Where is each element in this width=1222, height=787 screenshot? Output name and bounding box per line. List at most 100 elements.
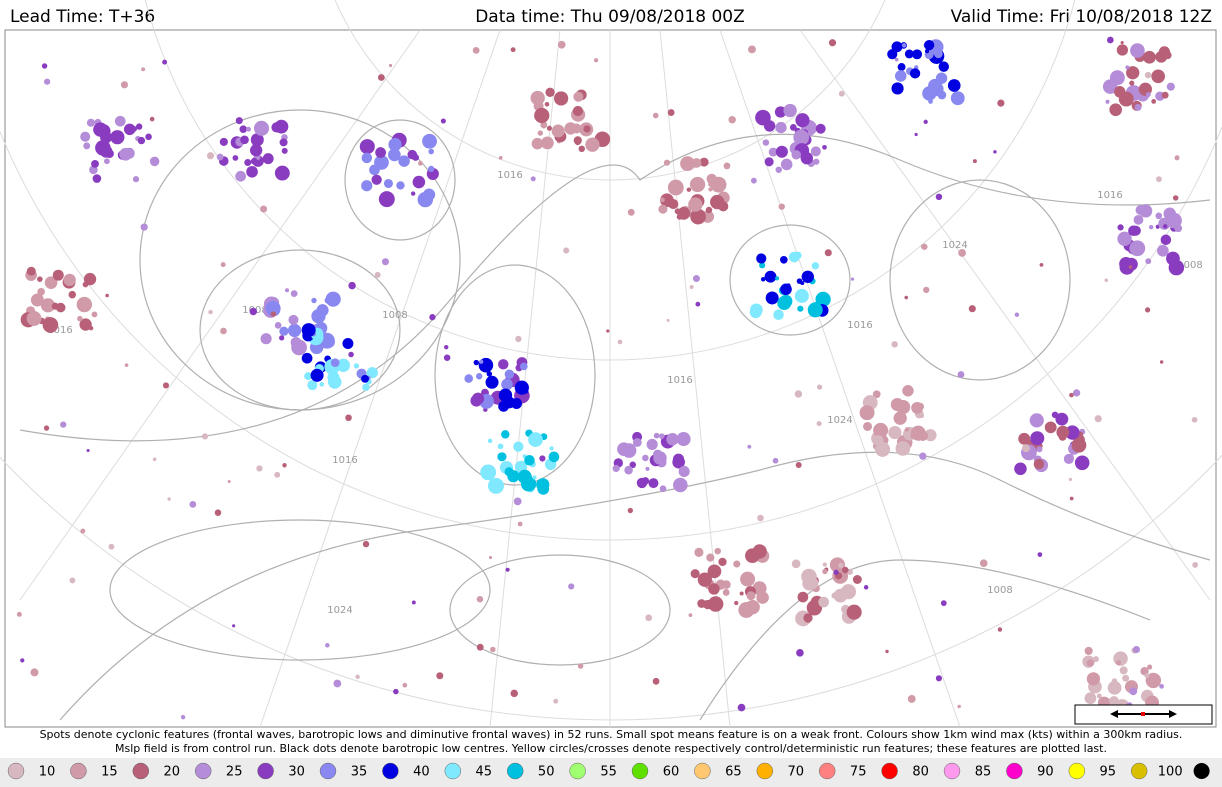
feature-spot xyxy=(676,432,691,447)
feature-spot xyxy=(44,78,51,85)
feature-spot xyxy=(310,368,324,382)
feature-spot xyxy=(60,421,67,428)
legend-label: 70 xyxy=(788,765,805,780)
feature-spot xyxy=(471,392,485,405)
feature-spot xyxy=(816,384,823,390)
feature-spot xyxy=(402,682,408,688)
feature-spot xyxy=(811,262,820,270)
feature-spot xyxy=(348,351,354,358)
feature-spot xyxy=(513,441,524,452)
feature-spot xyxy=(429,314,436,321)
feature-spot xyxy=(369,164,380,176)
feature-spot xyxy=(796,649,804,657)
feature-spot xyxy=(279,138,288,147)
isobar-label: 1016 xyxy=(332,455,357,466)
feature-spot xyxy=(896,399,911,415)
feature-spot xyxy=(627,208,635,216)
feature-spot xyxy=(501,430,510,439)
feature-spot xyxy=(745,548,760,564)
feature-spot xyxy=(487,438,493,444)
feature-spot xyxy=(388,63,393,68)
feature-spot xyxy=(1161,91,1169,99)
feature-spot xyxy=(366,367,378,379)
feature-spot xyxy=(52,269,64,281)
feature-spot xyxy=(145,133,152,141)
feature-spot xyxy=(551,124,565,138)
feature-spot xyxy=(690,569,700,579)
feature-spot xyxy=(612,464,620,473)
feature-spot xyxy=(795,113,810,128)
isobar-labels: 1016 1008 1008 1016 1024 1016 1024 1016 1008 1016… xyxy=(47,170,1202,616)
feature-spot xyxy=(476,643,484,651)
legend-label: 75 xyxy=(850,765,867,780)
feature-spot xyxy=(872,390,881,399)
legend-swatch xyxy=(631,762,649,780)
feature-spot xyxy=(232,155,239,161)
feature-spot xyxy=(1148,224,1154,230)
isobar-label: 1008 xyxy=(1177,260,1202,271)
isobar-label: 1016 xyxy=(667,375,692,386)
feature-spot xyxy=(214,509,222,516)
feature-spot xyxy=(497,443,504,450)
feature-spot xyxy=(801,270,814,283)
legend-label: 30 xyxy=(288,765,305,780)
feature-spot xyxy=(797,591,809,603)
feature-spot xyxy=(894,70,907,82)
feature-spot xyxy=(76,296,93,313)
feature-spot xyxy=(325,643,330,648)
feature-spot xyxy=(425,139,431,146)
legend-swatch xyxy=(694,762,711,780)
feature-spot xyxy=(772,457,779,464)
legend-swatch xyxy=(7,762,25,780)
feature-spot xyxy=(124,148,135,159)
feature-spot xyxy=(1135,205,1146,215)
feature-spot xyxy=(1106,36,1114,44)
feature-spot xyxy=(149,156,160,167)
feature-spot xyxy=(359,139,375,155)
legend-label: 50 xyxy=(538,765,555,780)
feature-spot xyxy=(282,463,287,468)
feature-spot xyxy=(534,107,550,124)
feature-spot xyxy=(901,43,907,48)
feature-spot xyxy=(361,180,373,192)
feature-spot xyxy=(135,123,143,130)
feature-spot xyxy=(381,258,389,266)
feature-spot xyxy=(301,352,313,364)
feature-spot xyxy=(1134,103,1142,111)
feature-spot xyxy=(108,543,115,550)
feature-spot xyxy=(498,359,509,370)
feature-spot xyxy=(888,425,902,440)
feature-spot xyxy=(1069,496,1074,501)
feature-spot xyxy=(668,199,679,210)
feature-spot xyxy=(747,444,752,449)
isobar xyxy=(344,119,456,241)
feature-spot xyxy=(762,139,770,146)
legend-swatch xyxy=(818,762,836,780)
legend-label: 90 xyxy=(1037,765,1054,780)
feature-spot xyxy=(1116,660,1122,666)
feature-spot xyxy=(1145,92,1151,98)
feature-spot xyxy=(544,101,550,107)
feature-spot xyxy=(114,115,126,127)
feature-spot xyxy=(916,436,921,441)
legend-swatch xyxy=(444,762,462,780)
feature-spot xyxy=(1033,458,1045,470)
feature-spot xyxy=(1071,437,1087,453)
feature-spot xyxy=(777,296,792,311)
feature-spot xyxy=(652,677,660,685)
feature-spot xyxy=(1145,672,1162,689)
feature-spot xyxy=(510,47,516,53)
feature-spot xyxy=(891,82,904,95)
feature-spot xyxy=(873,422,889,438)
feature-spot xyxy=(773,309,784,320)
legend-label: 95 xyxy=(1100,765,1117,780)
feature-spot xyxy=(553,698,559,704)
isobar-label: 1016 xyxy=(1097,190,1122,201)
feature-spot xyxy=(152,457,157,462)
feature-spot xyxy=(220,262,226,268)
feature-spot xyxy=(979,559,988,568)
feature-spot xyxy=(689,284,694,290)
feature-spot xyxy=(501,378,513,391)
feature-spot xyxy=(290,336,302,348)
